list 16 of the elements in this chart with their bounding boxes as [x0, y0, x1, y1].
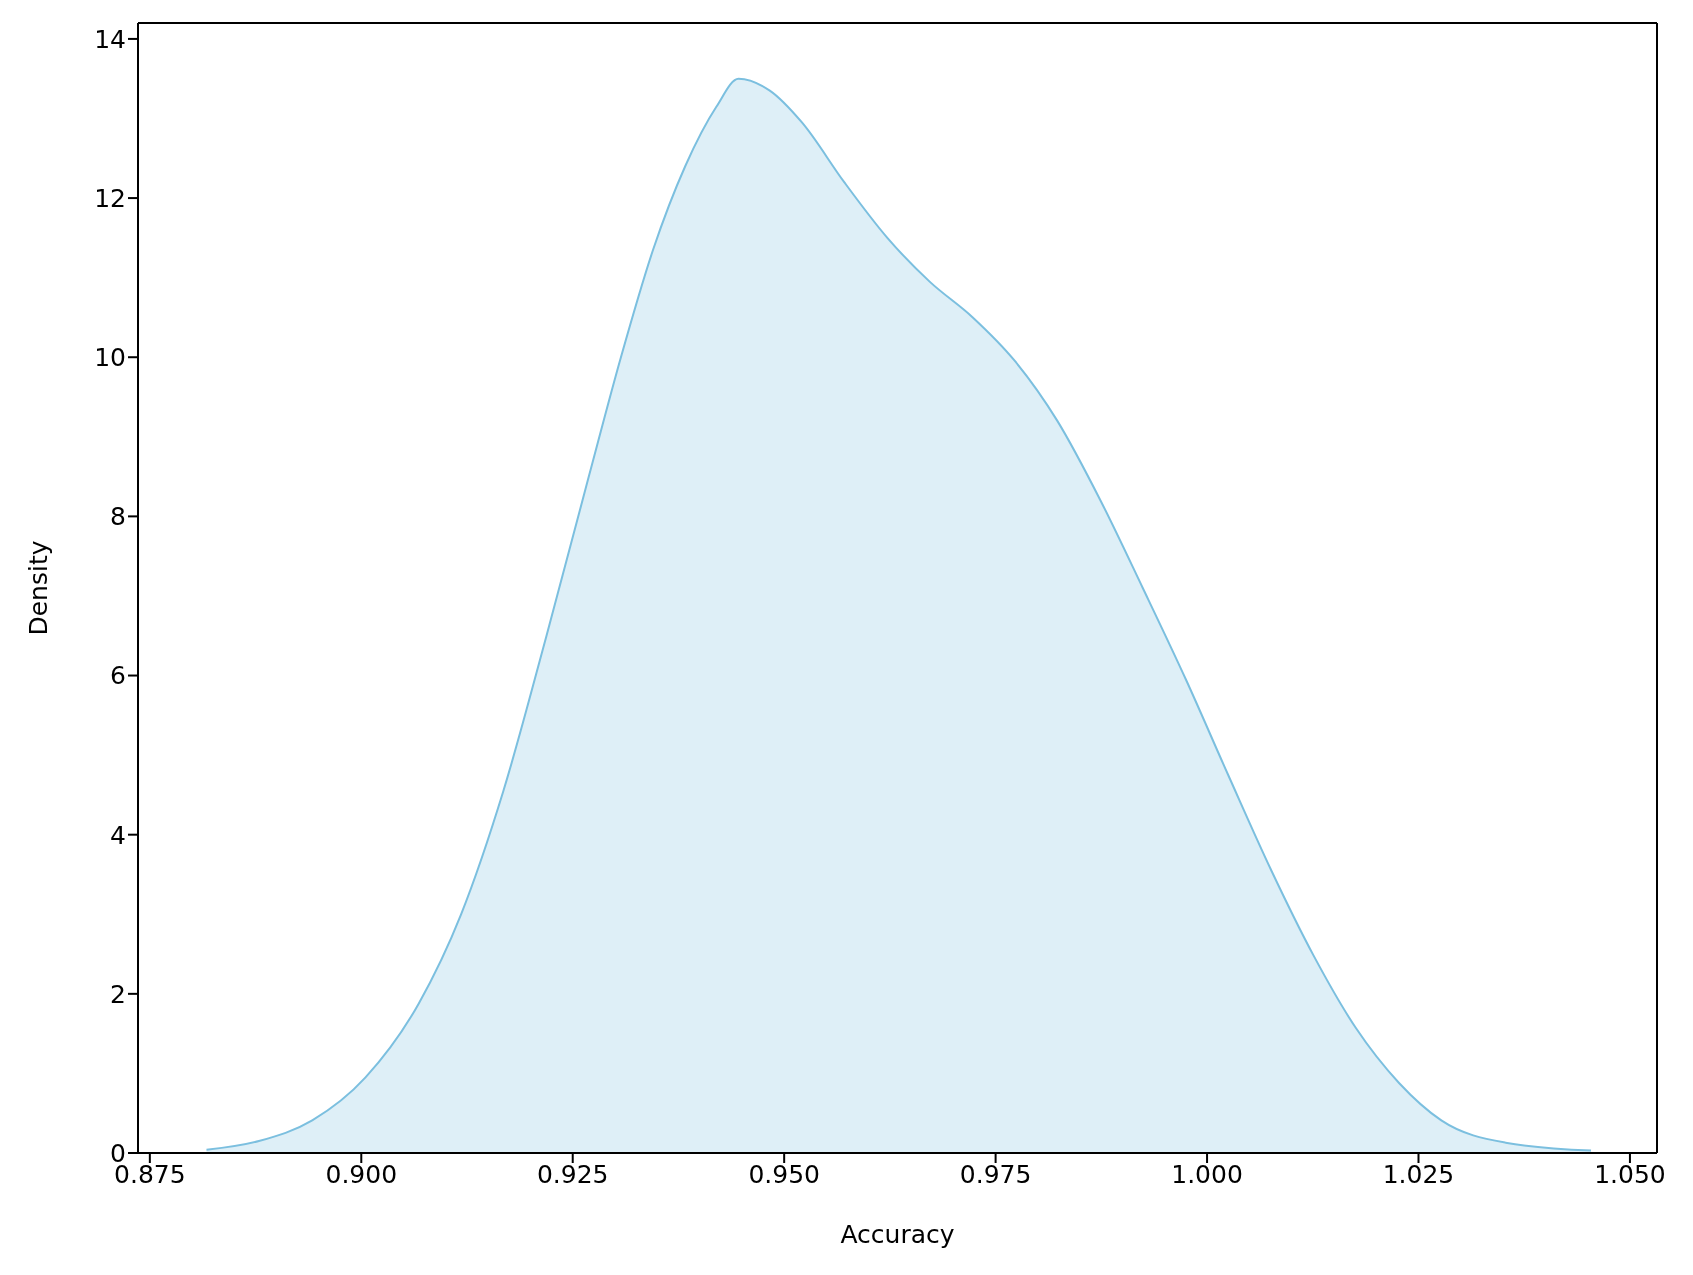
y-tick-label: 6 — [110, 661, 126, 691]
x-tick-label: 1.000 — [1171, 1159, 1243, 1189]
y-tick-label: 4 — [110, 820, 126, 850]
x-tick-label: 1.025 — [1382, 1159, 1455, 1189]
x-tick-label: 1.050 — [1594, 1159, 1666, 1189]
y-tick-label: 12 — [94, 183, 126, 213]
y-axis-title: Density — [23, 540, 53, 636]
y-tick-label: 14 — [94, 24, 126, 54]
x-axis-title: Accuracy — [840, 1220, 955, 1249]
x-tick-label: 0.900 — [325, 1159, 398, 1189]
y-tick-label: 10 — [94, 343, 126, 373]
x-tick-label: 0.925 — [536, 1159, 609, 1189]
y-tick-label: 2 — [110, 979, 126, 1009]
x-tick-label: 0.950 — [748, 1159, 820, 1189]
y-tick-label: 8 — [110, 502, 126, 532]
x-tick-label: 0.975 — [959, 1159, 1032, 1189]
